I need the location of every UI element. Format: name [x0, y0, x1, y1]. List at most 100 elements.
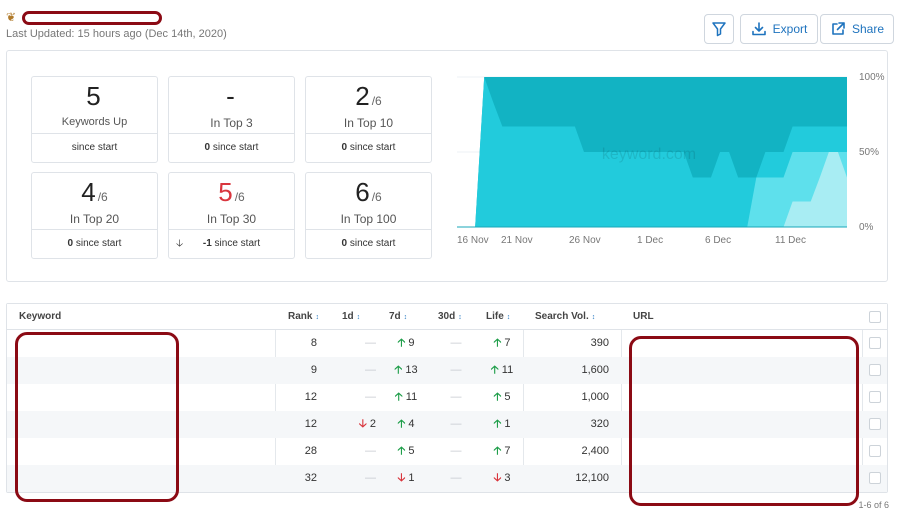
arrow-down-icon: 🡣 [176, 238, 184, 249]
filter-button[interactable] [704, 14, 734, 44]
rank-cell: 28 [304, 445, 317, 457]
summary-change: 0 since start [204, 142, 259, 153]
summary-change: since start [71, 142, 118, 153]
overview-panel: 5 Keywords Up since start - In Top 3 0 since… [6, 50, 888, 282]
chart-x-tick: 6 Dec [705, 235, 731, 246]
row-checkbox[interactable] [869, 364, 881, 376]
arrow-up-icon: 🡡 [394, 391, 403, 403]
last-updated-text: Last Updated: 15 hours ago (Dec 14th, 20… [6, 28, 227, 40]
sort-icon: ↕ [403, 314, 408, 321]
change-30d-cell: — [450, 391, 462, 403]
summary-change: 0 since start [67, 238, 122, 249]
summary-change: 🡣 -1 since start [169, 230, 294, 258]
arrow-up-icon: 🡡 [397, 445, 406, 457]
sort-icon: ↕ [356, 314, 361, 321]
share-button[interactable]: Share [820, 14, 894, 44]
col-search-vol[interactable]: Search Vol. ↕ [535, 311, 596, 322]
table-header: Keyword Rank ↕ 1d ↕ 7d ↕ 30d ↕ Life ↕ Search … [7, 304, 887, 330]
table-row[interactable]: 8 — 🡡 9 — 🡡 7 390 [7, 330, 887, 357]
table-row[interactable]: 32 — 🡣 1 — 🡣 3 12,100 [7, 465, 887, 492]
col-7d[interactable]: 7d ↕ [389, 311, 408, 322]
change-7d-cell: 🡡 9 [397, 337, 415, 349]
col-life[interactable]: Life ↕ [486, 311, 511, 322]
arrow-down-icon: 🡣 [358, 418, 367, 430]
col-url[interactable]: URL [633, 311, 654, 322]
chart-x-tick: 21 Nov [501, 235, 533, 246]
col-rank[interactable]: Rank ↕ [288, 311, 319, 322]
arrow-up-icon: 🡡 [493, 391, 502, 403]
sort-icon: ↕ [506, 314, 511, 321]
change-1d-cell: — [365, 391, 376, 403]
summary-denominator: /6 [234, 190, 245, 204]
ranking-distribution-chart: keyword.com 100% 50% 0% 16 Nov 21 Nov 26 Nov 1 … [457, 72, 885, 246]
redacted-project-name [22, 11, 162, 25]
change-life-cell: 🡡 1 [493, 418, 511, 430]
chart-x-tick: 26 Nov [569, 235, 601, 246]
row-checkbox[interactable] [869, 472, 881, 484]
share-label: Share [851, 22, 885, 36]
search-volume-cell: 320 [590, 418, 609, 430]
arrow-up-icon: 🡡 [493, 418, 502, 430]
search-volume-cell: 2,400 [581, 445, 609, 457]
chart-area-series-2 [457, 77, 847, 227]
table-row[interactable]: 12 🡣 2 🡡 4 — 🡡 1 320 [7, 411, 887, 438]
col-1d[interactable]: 1d ↕ [342, 311, 361, 322]
export-button[interactable]: Export [740, 14, 818, 44]
summary-label: In Top 100 [340, 212, 397, 226]
row-checkbox[interactable] [869, 418, 881, 430]
summary-value: - [226, 81, 235, 111]
change-life-cell: 🡡 11 [490, 364, 514, 376]
summary-denominator: /6 [371, 190, 382, 204]
arrow-up-icon: 🡡 [493, 445, 502, 457]
summary-value: 5 [86, 81, 101, 111]
change-30d-cell: — [450, 364, 462, 376]
summary-value: 2/6 [355, 81, 382, 111]
change-1d-cell: — [365, 337, 376, 349]
keywords-table: Keyword Rank ↕ 1d ↕ 7d ↕ 30d ↕ Life ↕ Search … [6, 303, 888, 493]
change-7d-cell: 🡡 11 [394, 391, 418, 403]
change-7d-cell: 🡣 1 [397, 472, 415, 484]
search-volume-cell: 12,100 [575, 472, 609, 484]
summary-card: 5 Keywords Up since start [31, 76, 158, 163]
summary-label: In Top 30 [206, 212, 257, 226]
change-7d-cell: 🡡 5 [397, 445, 415, 457]
row-checkbox[interactable] [869, 337, 881, 349]
col-30d[interactable]: 30d ↕ [438, 311, 462, 322]
select-all-checkbox[interactable] [869, 311, 881, 323]
summary-change: 0 since start [341, 142, 396, 153]
filter-icon [712, 22, 726, 37]
change-1d-cell: — [365, 445, 376, 457]
change-1d-cell: — [365, 364, 376, 376]
page-header: ❦ Last Updated: 15 hours ago (Dec 14th, … [6, 6, 894, 46]
change-30d-cell: — [450, 337, 462, 349]
search-volume-cell: 1,600 [581, 364, 609, 376]
change-30d-cell: — [450, 418, 462, 430]
summary-card: 6/6 In Top 100 0 since start [305, 172, 432, 259]
summary-value: 4/6 [81, 177, 108, 207]
rank-cell: 12 [304, 418, 317, 430]
summary-card: 2/6 In Top 10 0 since start [305, 76, 432, 163]
arrow-up-icon: 🡡 [394, 364, 403, 376]
summary-value: 5/6 [218, 177, 245, 207]
arrow-up-icon: 🡡 [397, 418, 406, 430]
change-life-cell: 🡣 3 [493, 472, 511, 484]
arrow-up-icon: 🡡 [490, 364, 499, 376]
arrow-down-icon: 🡣 [397, 472, 406, 484]
search-volume-cell: 1,000 [581, 391, 609, 403]
summary-denominator: /6 [371, 94, 382, 108]
col-keyword[interactable]: Keyword [19, 311, 62, 322]
arrow-down-icon: 🡣 [493, 472, 502, 484]
arrow-up-icon: 🡡 [493, 337, 502, 349]
row-checkbox[interactable] [869, 391, 881, 403]
redacted-keywords [15, 332, 179, 502]
chart-x-tick: 11 Dec [775, 235, 806, 246]
external-link-icon [832, 22, 845, 35]
summary-card: 4/6 In Top 20 0 since start [31, 172, 158, 259]
table-row[interactable]: 9 — 🡡 13 — 🡡 11 1,600 [7, 357, 887, 384]
table-row[interactable]: 12 — 🡡 11 — 🡡 5 1,000 [7, 384, 887, 411]
summary-card: 5/6 In Top 30 🡣 -1 since start [168, 172, 295, 259]
row-checkbox[interactable] [869, 445, 881, 457]
table-row[interactable]: 28 — 🡡 5 — 🡡 7 2,400 [7, 438, 887, 465]
chart-y-tick: 0% [859, 222, 874, 233]
